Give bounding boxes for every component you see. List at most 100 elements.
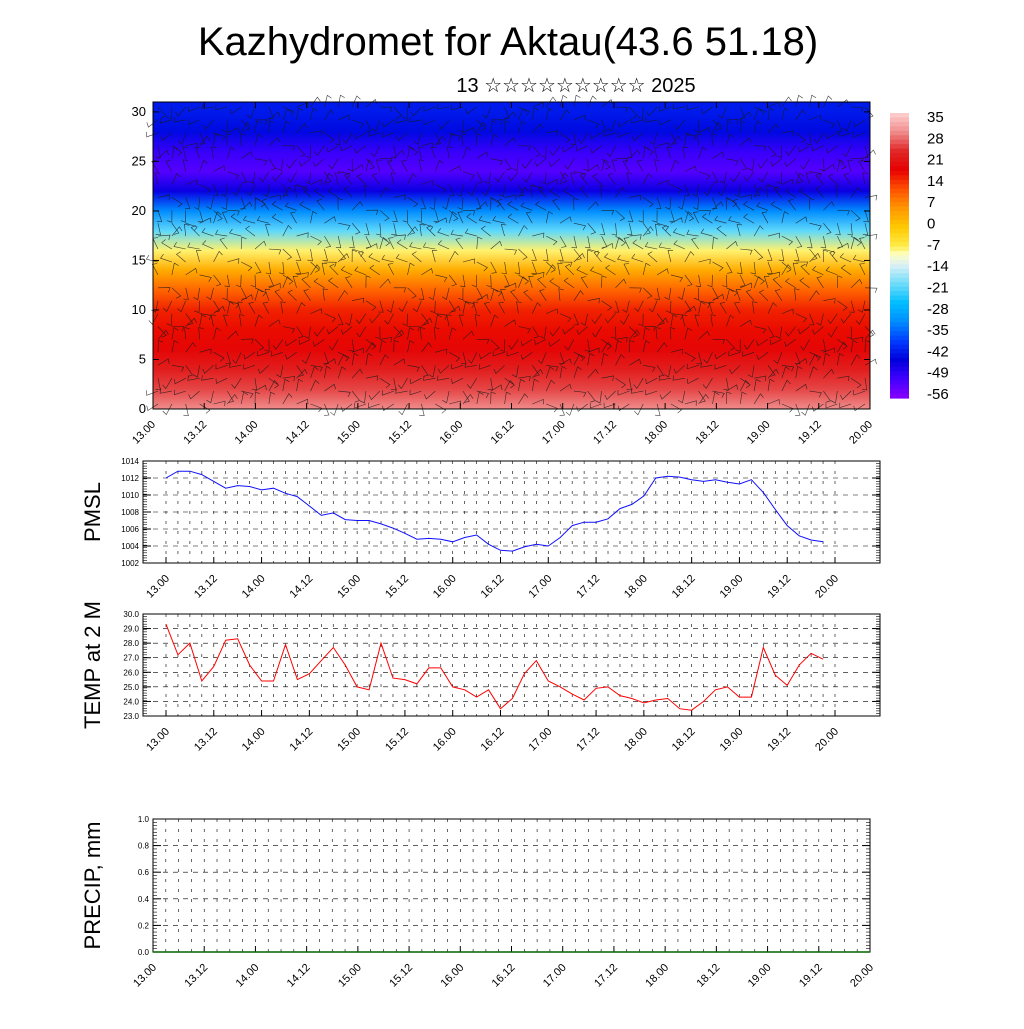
series-line: [165, 470, 824, 552]
wind-barb: [421, 342, 432, 353]
y-tick-label: 1002: [121, 559, 139, 568]
y-tick-label: 0.0: [138, 948, 150, 957]
wind-barb: [665, 300, 672, 314]
wind-barb: [537, 352, 547, 365]
wind-barb: [407, 223, 416, 235]
colorbar-segment: [890, 300, 909, 306]
wind-barb: [837, 210, 850, 216]
heatmap-x-tick-label: 18.00: [642, 419, 670, 447]
wind-barb: [451, 377, 464, 384]
wind-barb: [379, 337, 392, 343]
wind-barb: [545, 264, 556, 276]
wind-barb: [781, 261, 792, 273]
wind-barb: [171, 326, 185, 332]
wind-barb: [599, 185, 605, 198]
wind-barb: [437, 240, 450, 250]
wind-barb: [707, 274, 713, 288]
wind-barb: [227, 210, 240, 216]
x-tick-label: 14.00: [240, 726, 268, 754]
wind-barb: [756, 339, 769, 347]
x-tick-label: 16.12: [479, 726, 507, 754]
wind-barb: [559, 313, 572, 323]
wind-barb: [268, 282, 281, 289]
wind-barb: [188, 390, 200, 400]
wind-barb: [448, 300, 456, 313]
wind-barb: [310, 379, 320, 392]
colorbar-segment: [890, 184, 909, 190]
wind-barb: [285, 339, 297, 347]
wind-barb: [684, 352, 696, 362]
wind-barb: [698, 258, 711, 265]
wind-barb: [617, 131, 630, 138]
y-tick-label: 1.0: [138, 815, 150, 824]
wind-barb: [254, 240, 267, 250]
wind-barb: [743, 213, 755, 224]
colorbar-segment: [890, 282, 909, 288]
colorbar-segment: [890, 375, 909, 381]
wind-barb: [684, 300, 692, 313]
wind-barb: [476, 287, 483, 300]
wind-barb: [757, 158, 769, 169]
wind-barb: [227, 127, 239, 134]
wind-barb: [754, 375, 767, 382]
wind-barb: [450, 229, 464, 237]
wind-barb: [750, 261, 756, 275]
wind-barb: [615, 210, 626, 221]
wind-barb: [767, 145, 777, 157]
wind-barb: [795, 132, 806, 144]
wind-barb: [490, 119, 504, 125]
wind-barb: [840, 390, 852, 401]
wind-barb: [313, 278, 325, 289]
wind-barb: [160, 254, 172, 263]
wind-barb: [552, 198, 561, 211]
wind-barb: [559, 216, 572, 224]
wind-barb: [615, 336, 628, 343]
wind-barb: [296, 145, 306, 157]
colorbar-label: -28: [927, 301, 949, 318]
wind-barb: [378, 300, 384, 313]
wind-barb: [850, 186, 862, 198]
wind-barb: [490, 288, 499, 301]
wind-barb: [395, 254, 408, 263]
wind-barb: [363, 185, 370, 198]
wind-barb: [424, 390, 436, 400]
wind-barb: [507, 213, 519, 224]
wind-barb: [800, 339, 810, 351]
wind-barb: [601, 375, 614, 381]
wind-barb: [587, 164, 600, 172]
wind-barb: [534, 158, 547, 167]
wind-barb: [711, 197, 718, 210]
wind-barb: [795, 109, 806, 121]
wind-barb: [442, 287, 450, 300]
wind-barb: [490, 384, 503, 392]
wind-barb: [622, 159, 630, 172]
wind-barb: [781, 211, 789, 224]
wind-barb: [564, 158, 575, 170]
wind-barb: [753, 186, 764, 198]
wind-barb: [573, 290, 584, 301]
wind-barb: [285, 352, 297, 360]
wind-barb: [365, 275, 371, 288]
wind-barb: [601, 99, 613, 108]
wind-barb: [461, 352, 467, 365]
wind-barb: [670, 274, 683, 283]
colorbar-segment: [890, 357, 909, 363]
wind-barb: [631, 132, 644, 142]
wind-barb: [797, 145, 810, 153]
wind-barb: [835, 223, 841, 236]
wind-barb: [813, 132, 824, 144]
wind-barb: [518, 274, 530, 285]
wind-barb: [611, 159, 618, 172]
wind-barb: [227, 393, 238, 405]
wind-barb: [823, 347, 836, 354]
wind-barb: [305, 145, 311, 159]
wind-barb: [250, 274, 256, 288]
wind-barb: [781, 308, 794, 315]
wind-barb: [221, 197, 228, 210]
wind-barb: [773, 352, 783, 365]
wind-barb: [382, 390, 394, 396]
wind-barb: [490, 158, 503, 166]
wind-barb: [646, 106, 658, 117]
wind-barb: [221, 211, 228, 224]
wind-barb: [222, 287, 228, 301]
